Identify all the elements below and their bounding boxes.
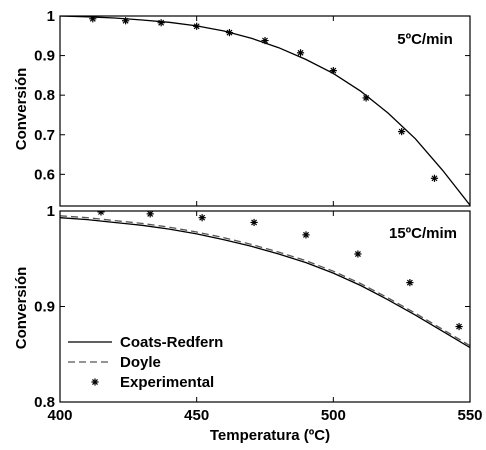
bottom-experimental-point bbox=[250, 218, 258, 227]
legend-label: Doyle bbox=[120, 354, 161, 371]
bottom-series-coats-redfern bbox=[60, 217, 470, 349]
legend-label: Experimental bbox=[120, 374, 214, 391]
top-y-tick-label: 0.7 bbox=[34, 127, 55, 144]
top-experimental-point bbox=[362, 94, 370, 102]
top-series-group bbox=[60, 16, 470, 206]
top-axes: 1 0.9 0.8 0.7 0.6 bbox=[34, 8, 471, 207]
top-experimental-point bbox=[225, 29, 234, 37]
legend-item: Doyle bbox=[68, 354, 161, 371]
top-panel: 1 0.9 0.8 0.7 0.6 5ºC/min Conversión bbox=[13, 8, 471, 207]
bottom-experimental-point bbox=[354, 250, 362, 258]
top-y-tick-label: 1 bbox=[47, 8, 55, 25]
bottom-plot-area bbox=[60, 211, 470, 349]
bottom-series-doyle bbox=[60, 215, 470, 347]
top-rate-annotation: 5ºC/min bbox=[397, 31, 453, 48]
bottom-series-experimental bbox=[97, 211, 463, 331]
legend-item: Experimental bbox=[91, 374, 214, 391]
x-axis-label: Temperatura (ºC) bbox=[210, 427, 330, 444]
top-experimental-point bbox=[157, 19, 165, 27]
top-y-tick-label: 0.9 bbox=[34, 48, 55, 65]
bottom-axes: 400 450 500 550 1 0.9 0.8 bbox=[34, 203, 482, 424]
bottom-experimental-point bbox=[455, 322, 463, 331]
legend-item: Coats-Redfern bbox=[68, 334, 223, 351]
bottom-experimental-point bbox=[302, 231, 310, 239]
top-experimental-point bbox=[430, 174, 439, 182]
bottom-y-axis-label: Conversión bbox=[13, 267, 30, 350]
top-experimental-point bbox=[398, 127, 406, 136]
bottom-rate-annotation: 15ºC/mim bbox=[389, 225, 457, 242]
bottom-x-tick-label: 500 bbox=[321, 407, 346, 424]
top-experimental-point bbox=[261, 36, 269, 45]
bottom-y-tick-label: 0.8 bbox=[34, 394, 55, 411]
bottom-experimental-point bbox=[406, 279, 414, 287]
legend-marker-experimental bbox=[91, 378, 99, 386]
bottom-x-tick-label: 450 bbox=[184, 407, 209, 424]
legend: Coats-Redfern Doyle Experimental bbox=[68, 334, 223, 391]
top-experimental-point bbox=[122, 17, 130, 25]
bottom-y-tick-label: 1 bbox=[47, 203, 55, 220]
top-series-experimental bbox=[89, 16, 439, 182]
top-experimental-point bbox=[296, 49, 305, 57]
bottom-x-tick-label: 400 bbox=[47, 407, 72, 424]
bottom-experimental-point bbox=[97, 211, 105, 216]
top-experimental-point bbox=[193, 22, 201, 30]
top-y-tick-label: 0.6 bbox=[34, 166, 55, 183]
bottom-experimental-point bbox=[198, 214, 206, 222]
top-y-axis-label: Conversión bbox=[13, 68, 30, 151]
bottom-x-tick-label: 550 bbox=[457, 407, 482, 424]
top-plot-area bbox=[60, 16, 470, 206]
bottom-y-tick-label: 0.9 bbox=[34, 299, 55, 316]
legend-label: Coats-Redfern bbox=[120, 334, 223, 351]
top-experimental-point bbox=[329, 67, 337, 75]
top-axes-frame bbox=[59, 15, 471, 207]
top-y-tick-label: 0.8 bbox=[34, 87, 55, 104]
bottom-series-group bbox=[60, 211, 470, 349]
